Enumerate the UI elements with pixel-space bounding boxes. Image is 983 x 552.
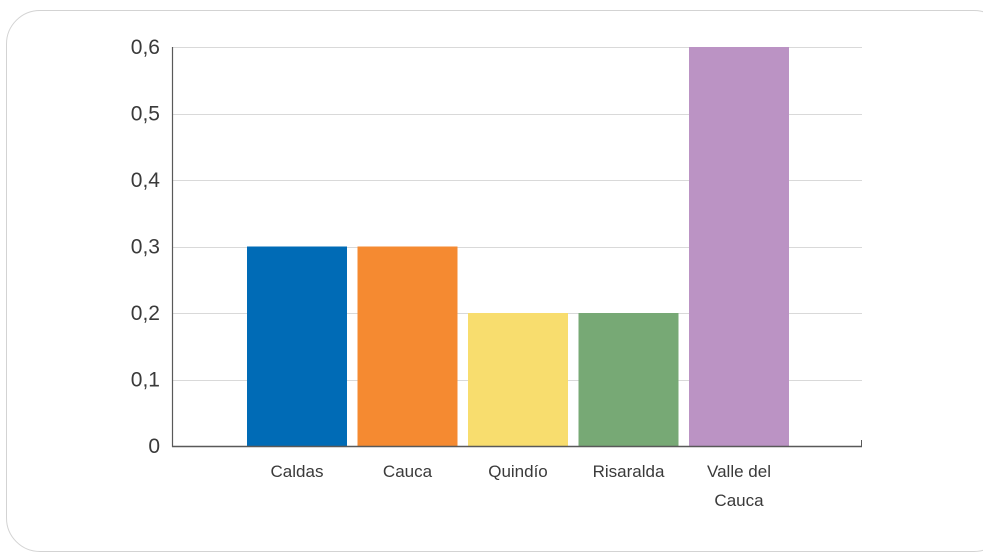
x-tick-label: Quindío: [488, 462, 548, 481]
bar-caldas: [247, 246, 347, 446]
y-tick-label: 0,6: [131, 36, 160, 59]
bar-chart: 0 0,1 0,2 0,3 0,4 0,5 0,6 Caldas Cauca Quindío Ri…: [131, 36, 862, 510]
x-tick-labels: Caldas Cauca Quindío Risaralda Valle del Cauc…: [271, 462, 771, 510]
y-tick-label: 0,2: [131, 302, 160, 325]
bar-risaralda: [578, 313, 679, 446]
bar-quind-o: [468, 313, 568, 446]
y-tick-label: 0: [148, 435, 160, 458]
y-tick-label: 0,4: [131, 169, 161, 192]
bar-cauca: [357, 246, 458, 446]
bar-valle-del-cauca: [689, 47, 789, 446]
x-tick-label: Risaralda: [593, 462, 665, 481]
y-tick-label: 0,3: [131, 236, 160, 259]
x-tick-label: Caldas: [271, 462, 324, 481]
y-tick-labels: 0 0,1 0,2 0,3 0,4 0,5 0,6: [131, 36, 161, 458]
axes: [171, 47, 862, 448]
x-tick-label: Valle del Cauca: [707, 462, 771, 510]
chart-card: [6, 10, 983, 552]
bars: [247, 47, 789, 446]
y-tick-label: 0,1: [131, 369, 160, 392]
y-tick-label: 0,5: [131, 103, 160, 126]
x-tick-label: Cauca: [383, 462, 433, 481]
